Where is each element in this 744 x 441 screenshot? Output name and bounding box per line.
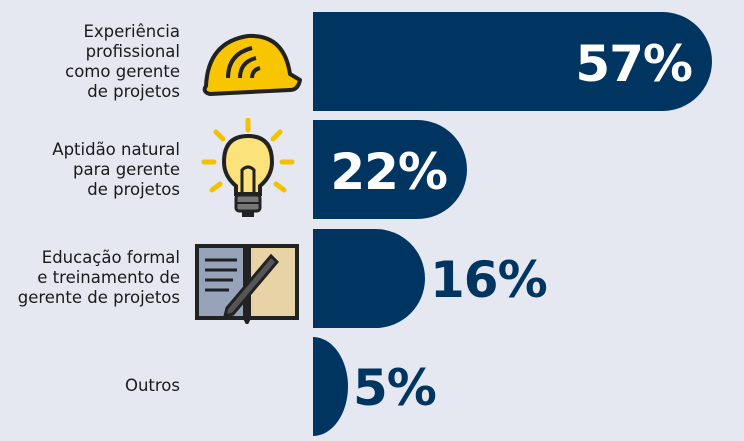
value-label: 57%	[575, 34, 693, 93]
light-bulb-icon	[201, 118, 295, 217]
category-label: Educação formal e treinamento de gerente…	[17, 248, 180, 308]
value-label: 22%	[330, 142, 448, 201]
category-label: Outros	[124, 376, 180, 396]
bar	[313, 228, 425, 328]
value-label: 16%	[430, 251, 548, 310]
book-icon	[195, 244, 299, 324]
value-label: 5%	[353, 359, 437, 418]
bar	[313, 120, 467, 220]
hard-hat-icon	[202, 33, 302, 96]
bar	[313, 12, 712, 111]
category-label: Aptidão natural para gerente de projetos	[52, 139, 180, 199]
category-label: Experiência profissional como gerente de…	[65, 21, 180, 101]
bar	[313, 336, 348, 436]
